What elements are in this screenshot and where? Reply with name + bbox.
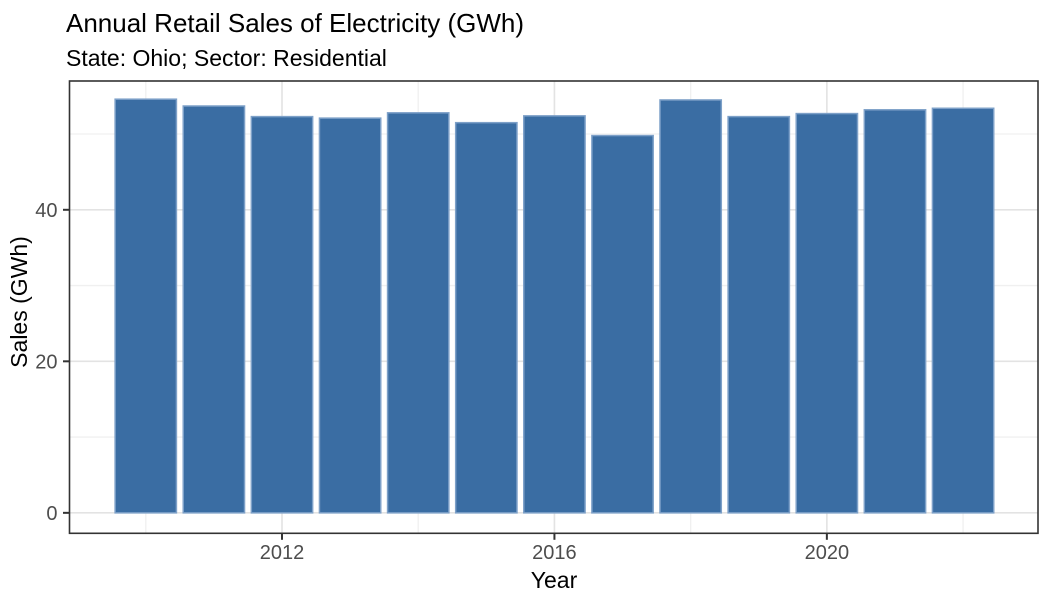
y-axis-tick-labels: 0 20 40 — [35, 200, 57, 525]
bar-2010 — [114, 98, 178, 514]
bar-2021 — [863, 109, 927, 514]
chart-subtitle: State: Ohio; Sector: Residential — [66, 45, 387, 71]
bar-2011 — [182, 105, 246, 514]
axis-tick-marks — [63, 208, 828, 540]
bar-2014 — [386, 112, 450, 514]
x-tick-label-2012: 2012 — [260, 542, 305, 564]
bar-2019 — [727, 115, 791, 514]
bar-2016 — [523, 115, 586, 514]
x-tick-label-2020: 2020 — [805, 542, 850, 564]
bar-2012 — [250, 115, 314, 514]
x-tick-label-2016: 2016 — [532, 542, 577, 564]
bar-2018 — [659, 99, 723, 514]
y-tick-label-20: 20 — [35, 351, 57, 373]
bar-2013 — [318, 117, 382, 514]
y-tick-label-40: 40 — [35, 200, 57, 222]
y-axis-title: Sales (GWh) — [6, 236, 32, 368]
bar-2015 — [454, 121, 518, 514]
chart-title: Annual Retail Sales of Electricity (GWh) — [66, 8, 524, 38]
bar-2017 — [591, 134, 654, 514]
y-tick-label-0: 0 — [46, 503, 57, 525]
x-axis-tick-labels: 2012 2016 2020 — [260, 542, 849, 564]
bar-2020 — [795, 112, 859, 514]
bars-group — [114, 98, 995, 514]
bar-2022 — [931, 107, 995, 514]
x-axis-title: Year — [531, 567, 578, 593]
